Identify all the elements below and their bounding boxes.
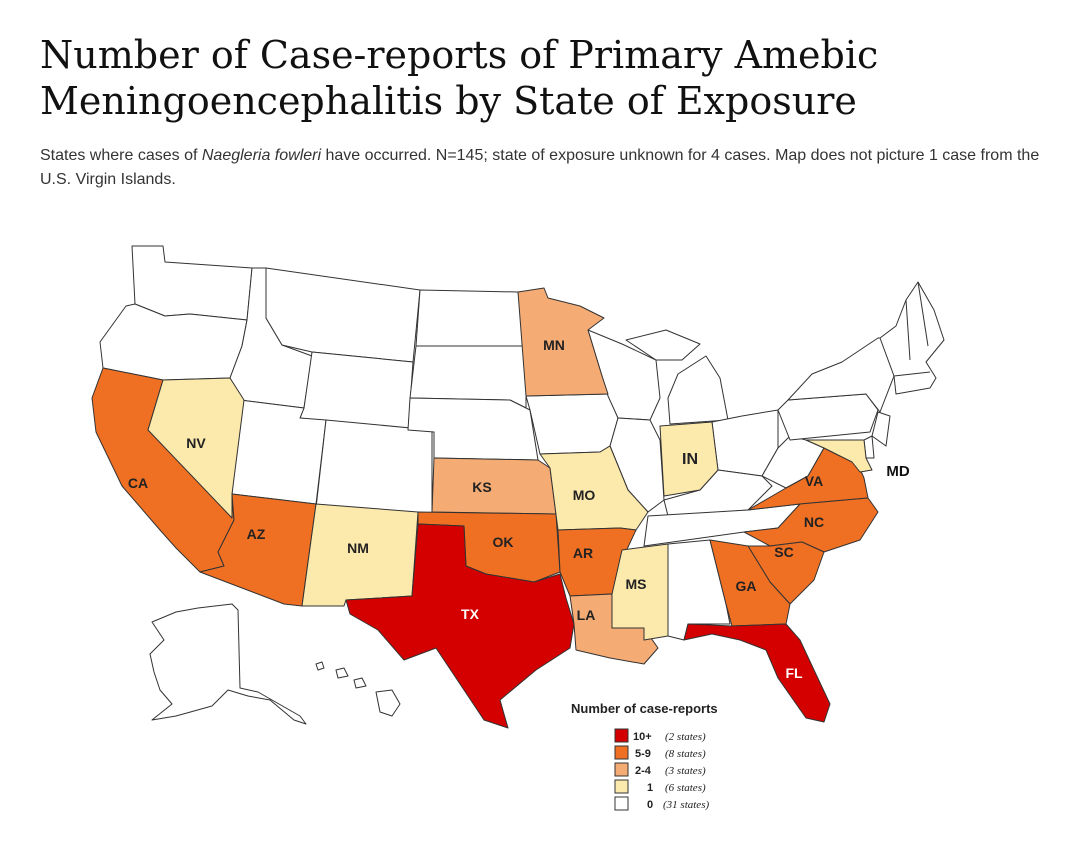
reporting-states bbox=[91, 287, 879, 729]
us-choropleth-map: CA NV AZ NM TX OK KS MN MO AR LA MS IN V… bbox=[91, 245, 945, 811]
state-pa bbox=[777, 393, 879, 441]
page-title: Number of Case-reports of Primary Amebic… bbox=[40, 33, 879, 123]
state-ak bbox=[149, 603, 307, 725]
label-ca: CA bbox=[128, 475, 148, 491]
legend-item-1: 1 (6 states) bbox=[614, 779, 706, 794]
state-new-england-borders bbox=[893, 281, 931, 377]
state-in bbox=[659, 421, 719, 497]
label-md: MD bbox=[886, 463, 909, 480]
state-ms bbox=[611, 543, 669, 641]
state-ga bbox=[709, 539, 791, 627]
state-new-england bbox=[879, 281, 945, 395]
label-mn: MN bbox=[543, 337, 565, 353]
legend-range-1: 1 bbox=[647, 782, 653, 794]
state-nj bbox=[871, 411, 891, 447]
legend-count-1: (6 states) bbox=[665, 782, 706, 794]
label-az: AZ bbox=[247, 526, 266, 542]
legend-range-0: 0 bbox=[647, 799, 653, 811]
label-mo: MO bbox=[573, 487, 596, 503]
state-md bbox=[805, 439, 873, 473]
legend-item-10plus: 10+ (2 states) bbox=[614, 728, 706, 743]
state-tx bbox=[345, 523, 575, 729]
legend-swatch-1 bbox=[614, 779, 629, 794]
legend-count-0: (31 states) bbox=[663, 799, 709, 811]
state-nd bbox=[415, 289, 527, 347]
subtitle-text-1: States where cases of bbox=[40, 147, 202, 164]
legend-count-10plus: (2 states) bbox=[665, 731, 706, 743]
state-ks bbox=[431, 457, 557, 515]
label-va: VA bbox=[805, 473, 823, 489]
label-tx: TX bbox=[461, 606, 480, 622]
state-wa bbox=[131, 245, 253, 321]
legend-swatch-5to9 bbox=[614, 745, 629, 760]
state-co bbox=[315, 419, 433, 519]
label-ms: MS bbox=[626, 576, 647, 592]
legend-range-2to4: 2-4 bbox=[635, 765, 652, 777]
state-mo bbox=[539, 445, 649, 531]
page-subtitle: States where cases of Naegleria fowleri … bbox=[40, 144, 1050, 192]
label-ks: KS bbox=[472, 479, 491, 495]
state-fl bbox=[683, 623, 831, 723]
label-ok: OK bbox=[493, 534, 514, 550]
label-ga: GA bbox=[736, 578, 757, 594]
label-ar: AR bbox=[573, 545, 593, 561]
legend-count-2to4: (3 states) bbox=[665, 765, 706, 777]
alaska-hawaii bbox=[149, 603, 401, 725]
legend-range-5to9: 5-9 bbox=[635, 748, 651, 760]
legend-swatch-10plus bbox=[614, 728, 629, 743]
legend-swatch-2to4 bbox=[614, 762, 629, 777]
label-la: LA bbox=[577, 607, 596, 623]
state-mn bbox=[517, 287, 609, 397]
legend-swatch-0 bbox=[614, 796, 629, 811]
legend-item-2to4: 2-4 (3 states) bbox=[614, 762, 706, 777]
label-in: IN bbox=[682, 451, 698, 468]
legend-item-5to9: 5-9 (8 states) bbox=[614, 745, 706, 760]
label-nv: NV bbox=[186, 435, 206, 451]
label-nc: NC bbox=[804, 514, 824, 530]
state-hi bbox=[315, 661, 401, 717]
legend-title: Number of case-reports bbox=[571, 701, 718, 716]
map-legend: Number of case-reports 10+ (2 states) 5-… bbox=[571, 701, 718, 811]
subtitle-text-2: have occurred. N=145; state of exposure … bbox=[40, 147, 1040, 188]
legend-count-5to9: (8 states) bbox=[665, 748, 706, 760]
state-ia bbox=[525, 393, 619, 455]
label-fl: FL bbox=[785, 665, 803, 681]
legend-range-10plus: 10+ bbox=[633, 731, 652, 743]
state-labels: CA NV AZ NM TX OK KS MN MO AR LA MS IN V… bbox=[128, 337, 910, 681]
legend-item-0: 0 (31 states) bbox=[614, 796, 709, 811]
zero-case-states bbox=[99, 245, 945, 641]
organism-name: Naegleria fowleri bbox=[201, 147, 322, 164]
label-sc: SC bbox=[774, 544, 793, 560]
label-nm: NM bbox=[347, 540, 369, 556]
